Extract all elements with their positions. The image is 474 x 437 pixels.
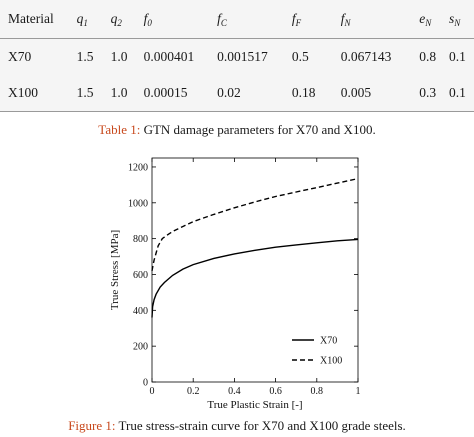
column-header-2: q2	[102, 0, 136, 39]
stress-strain-chart: 0 200 400 600 800 1000 1200 0 0.2 0.4 0.6 0.8 1 True …	[109, 157, 361, 411]
table-cell: 1.0	[102, 75, 136, 112]
table-cell: 1.5	[76, 49, 94, 64]
column-header-7: eN	[411, 0, 442, 39]
column-header-1: q1	[68, 0, 103, 39]
y-tick-label: 800	[133, 234, 148, 245]
x-tick-label: 0.8	[311, 386, 324, 397]
legend-label-x100: X100	[320, 356, 342, 367]
table-cell: 0.3	[411, 75, 442, 112]
table-cell: X100	[0, 75, 69, 112]
table-cell: X70	[8, 49, 32, 64]
column-header-0: Material	[0, 0, 69, 39]
y-tick-label: 200	[133, 342, 148, 353]
table-caption-label: Table 1:	[98, 122, 141, 137]
table-cell: 0.02	[209, 75, 284, 112]
table-cell: 1.0	[110, 49, 128, 64]
table-row: X70 1.5 1.0 0.000401 0.001517 0.5 0.067143 0.8 0…	[0, 39, 474, 76]
figure-caption-label: Figure 1:	[68, 418, 116, 433]
table-cell: 0.5	[291, 49, 309, 64]
table-cell: 0.1	[449, 49, 466, 64]
y-tick-label: 1000	[128, 198, 148, 209]
column-header-5: fF	[283, 0, 333, 39]
table-cell: 0.18	[283, 75, 333, 112]
series-line-x70	[151, 238, 359, 318]
x-tick-label: 0.2	[187, 386, 200, 397]
x-tick-label: 0	[150, 386, 155, 397]
figure-caption-text: True stress-strain curve for X70 and X10…	[115, 418, 406, 433]
y-tick-label: 600	[133, 270, 148, 281]
table-caption-text: GTN damage parameters for X70 and X100.	[140, 122, 376, 137]
y-tick-label: 1200	[128, 162, 148, 173]
column-header-3: f0	[135, 0, 210, 39]
x-axis-label: True Plastic Strain [-]	[207, 399, 302, 411]
table-container: Material q1 q2 f0 fC fF fN eN sN X70 1.5 1.0 0.0004…	[0, 0, 474, 112]
table-cell: 0.005	[332, 75, 412, 112]
y-axis-label: True Stress [MPa]	[109, 230, 121, 310]
table-cell: 0.00015	[135, 75, 210, 112]
plot-frame	[151, 157, 359, 383]
column-header-6: fN	[332, 0, 412, 39]
gtn-parameters-table: Material q1 q2 f0 fC fF fN eN sN X70 1.5 1.0 0.0004…	[0, 0, 474, 112]
table-cell: 0.1	[441, 75, 474, 112]
table-cell: 0.000401	[143, 49, 195, 64]
y-tick-label: 400	[133, 306, 148, 317]
table-header-row: Material q1 q2 f0 fC fF fN eN sN	[0, 0, 474, 39]
table-cell: 0.8	[419, 49, 437, 64]
column-header-4: fC	[209, 0, 284, 39]
table-body: X70 1.5 1.0 0.000401 0.001517 0.5 0.067143 0.8 0…	[0, 39, 474, 112]
x-tick-label: 0.6	[269, 386, 282, 397]
x-tick-label: 1	[356, 386, 361, 397]
table-cell: 0.001517	[217, 49, 268, 64]
series-line-x100	[151, 177, 359, 272]
table-cell: 0.067143	[340, 49, 392, 64]
table-row: X100 1.5 1.0 0.00015 0.02 0.18 0.005 0.3 0.1	[0, 75, 474, 112]
y-tick-label: 0	[143, 378, 148, 389]
column-header-8: sN	[441, 0, 474, 39]
figure-caption: Figure 1: True stress-strain curve for X…	[0, 418, 474, 434]
x-tick-label: 0.4	[228, 386, 241, 397]
table-cell: 1.5	[68, 75, 103, 112]
table-caption: Table 1: GTN damage parameters for X70 a…	[0, 122, 474, 138]
legend-label-x70: X70	[320, 336, 337, 347]
